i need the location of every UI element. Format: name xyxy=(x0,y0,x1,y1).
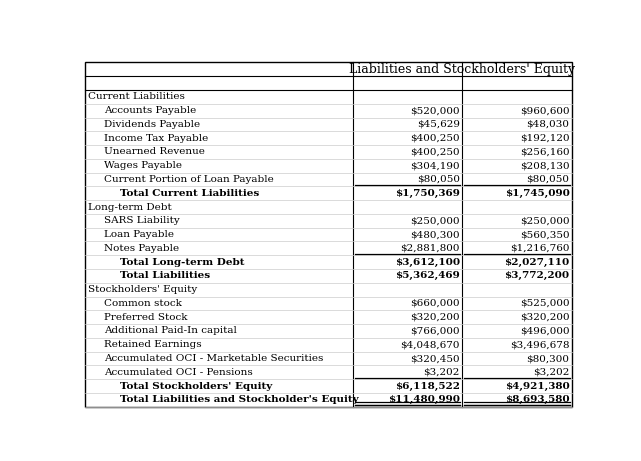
Text: $320,200: $320,200 xyxy=(410,313,460,322)
Text: $525,000: $525,000 xyxy=(520,299,569,308)
Text: $256,160: $256,160 xyxy=(520,148,569,156)
Text: $80,050: $80,050 xyxy=(526,175,569,184)
Text: $496,000: $496,000 xyxy=(520,326,569,336)
Text: $320,200: $320,200 xyxy=(520,313,569,322)
Text: $3,772,200: $3,772,200 xyxy=(504,272,569,280)
Text: Total Stockholders' Equity: Total Stockholders' Equity xyxy=(120,382,272,390)
Text: $1,750,369: $1,750,369 xyxy=(395,189,460,198)
Text: Dividends Payable: Dividends Payable xyxy=(104,120,200,129)
Text: Common stock: Common stock xyxy=(104,299,182,308)
Text: SARS Liability: SARS Liability xyxy=(104,216,179,225)
Text: $320,450: $320,450 xyxy=(410,354,460,363)
Text: Total Liabilities and Stockholder's Equity: Total Liabilities and Stockholder's Equi… xyxy=(120,396,358,404)
Text: Accounts Payable: Accounts Payable xyxy=(104,106,196,115)
Text: Income Tax Payable: Income Tax Payable xyxy=(104,134,208,142)
Text: $208,130: $208,130 xyxy=(520,161,569,170)
Text: $560,350: $560,350 xyxy=(520,230,569,239)
Text: $520,000: $520,000 xyxy=(410,106,460,115)
Text: $80,050: $80,050 xyxy=(417,175,460,184)
Text: $3,496,678: $3,496,678 xyxy=(510,340,569,349)
Text: $766,000: $766,000 xyxy=(410,326,460,336)
Text: $250,000: $250,000 xyxy=(520,216,569,225)
Text: Current Liabilities: Current Liabilities xyxy=(88,92,185,101)
Text: Wages Payable: Wages Payable xyxy=(104,161,182,170)
Text: $250,000: $250,000 xyxy=(410,216,460,225)
Text: $400,250: $400,250 xyxy=(410,134,460,142)
Text: $80,300: $80,300 xyxy=(526,354,569,363)
Text: $1,216,760: $1,216,760 xyxy=(510,244,569,253)
Text: $5,362,469: $5,362,469 xyxy=(395,272,460,280)
Text: $4,921,380: $4,921,380 xyxy=(504,382,569,390)
Text: $304,190: $304,190 xyxy=(410,161,460,170)
Text: Stockholders' Equity: Stockholders' Equity xyxy=(88,285,197,294)
Text: Accumulated OCI - Pensions: Accumulated OCI - Pensions xyxy=(104,368,253,377)
Text: $4,048,670: $4,048,670 xyxy=(401,340,460,349)
Text: $3,612,100: $3,612,100 xyxy=(395,258,460,266)
Text: Unearned Revenue: Unearned Revenue xyxy=(104,148,205,156)
Text: Notes Payable: Notes Payable xyxy=(104,244,179,253)
Text: $45,629: $45,629 xyxy=(417,120,460,129)
Text: Accumulated OCI - Marketable Securities: Accumulated OCI - Marketable Securities xyxy=(104,354,323,363)
Text: $1,745,090: $1,745,090 xyxy=(504,189,569,198)
Text: Total Liabilities: Total Liabilities xyxy=(120,272,210,280)
Text: Loan Payable: Loan Payable xyxy=(104,230,174,239)
Text: $6,118,522: $6,118,522 xyxy=(395,382,460,390)
Text: $400,250: $400,250 xyxy=(410,148,460,156)
Text: $3,202: $3,202 xyxy=(533,368,569,377)
Text: Total Current Liabilities: Total Current Liabilities xyxy=(120,189,259,198)
Text: $8,693,580: $8,693,580 xyxy=(505,396,569,404)
Text: Retained Earnings: Retained Earnings xyxy=(104,340,202,349)
Text: $480,300: $480,300 xyxy=(410,230,460,239)
Text: Total Long-term Debt: Total Long-term Debt xyxy=(120,258,244,266)
Text: $2,027,110: $2,027,110 xyxy=(504,258,569,266)
Text: Additional Paid-In capital: Additional Paid-In capital xyxy=(104,326,237,336)
Text: $3,202: $3,202 xyxy=(424,368,460,377)
Text: $192,120: $192,120 xyxy=(520,134,569,142)
Text: $48,030: $48,030 xyxy=(526,120,569,129)
Text: Current Portion of Loan Payable: Current Portion of Loan Payable xyxy=(104,175,274,184)
Text: Preferred Stock: Preferred Stock xyxy=(104,313,187,322)
Text: $11,480,990: $11,480,990 xyxy=(388,396,460,404)
Text: Liabilities and Stockholders' Equity: Liabilities and Stockholders' Equity xyxy=(349,63,576,76)
Text: $2,881,800: $2,881,800 xyxy=(401,244,460,253)
Text: Long-term Debt: Long-term Debt xyxy=(88,202,172,212)
Text: $660,000: $660,000 xyxy=(410,299,460,308)
Text: $960,600: $960,600 xyxy=(520,106,569,115)
